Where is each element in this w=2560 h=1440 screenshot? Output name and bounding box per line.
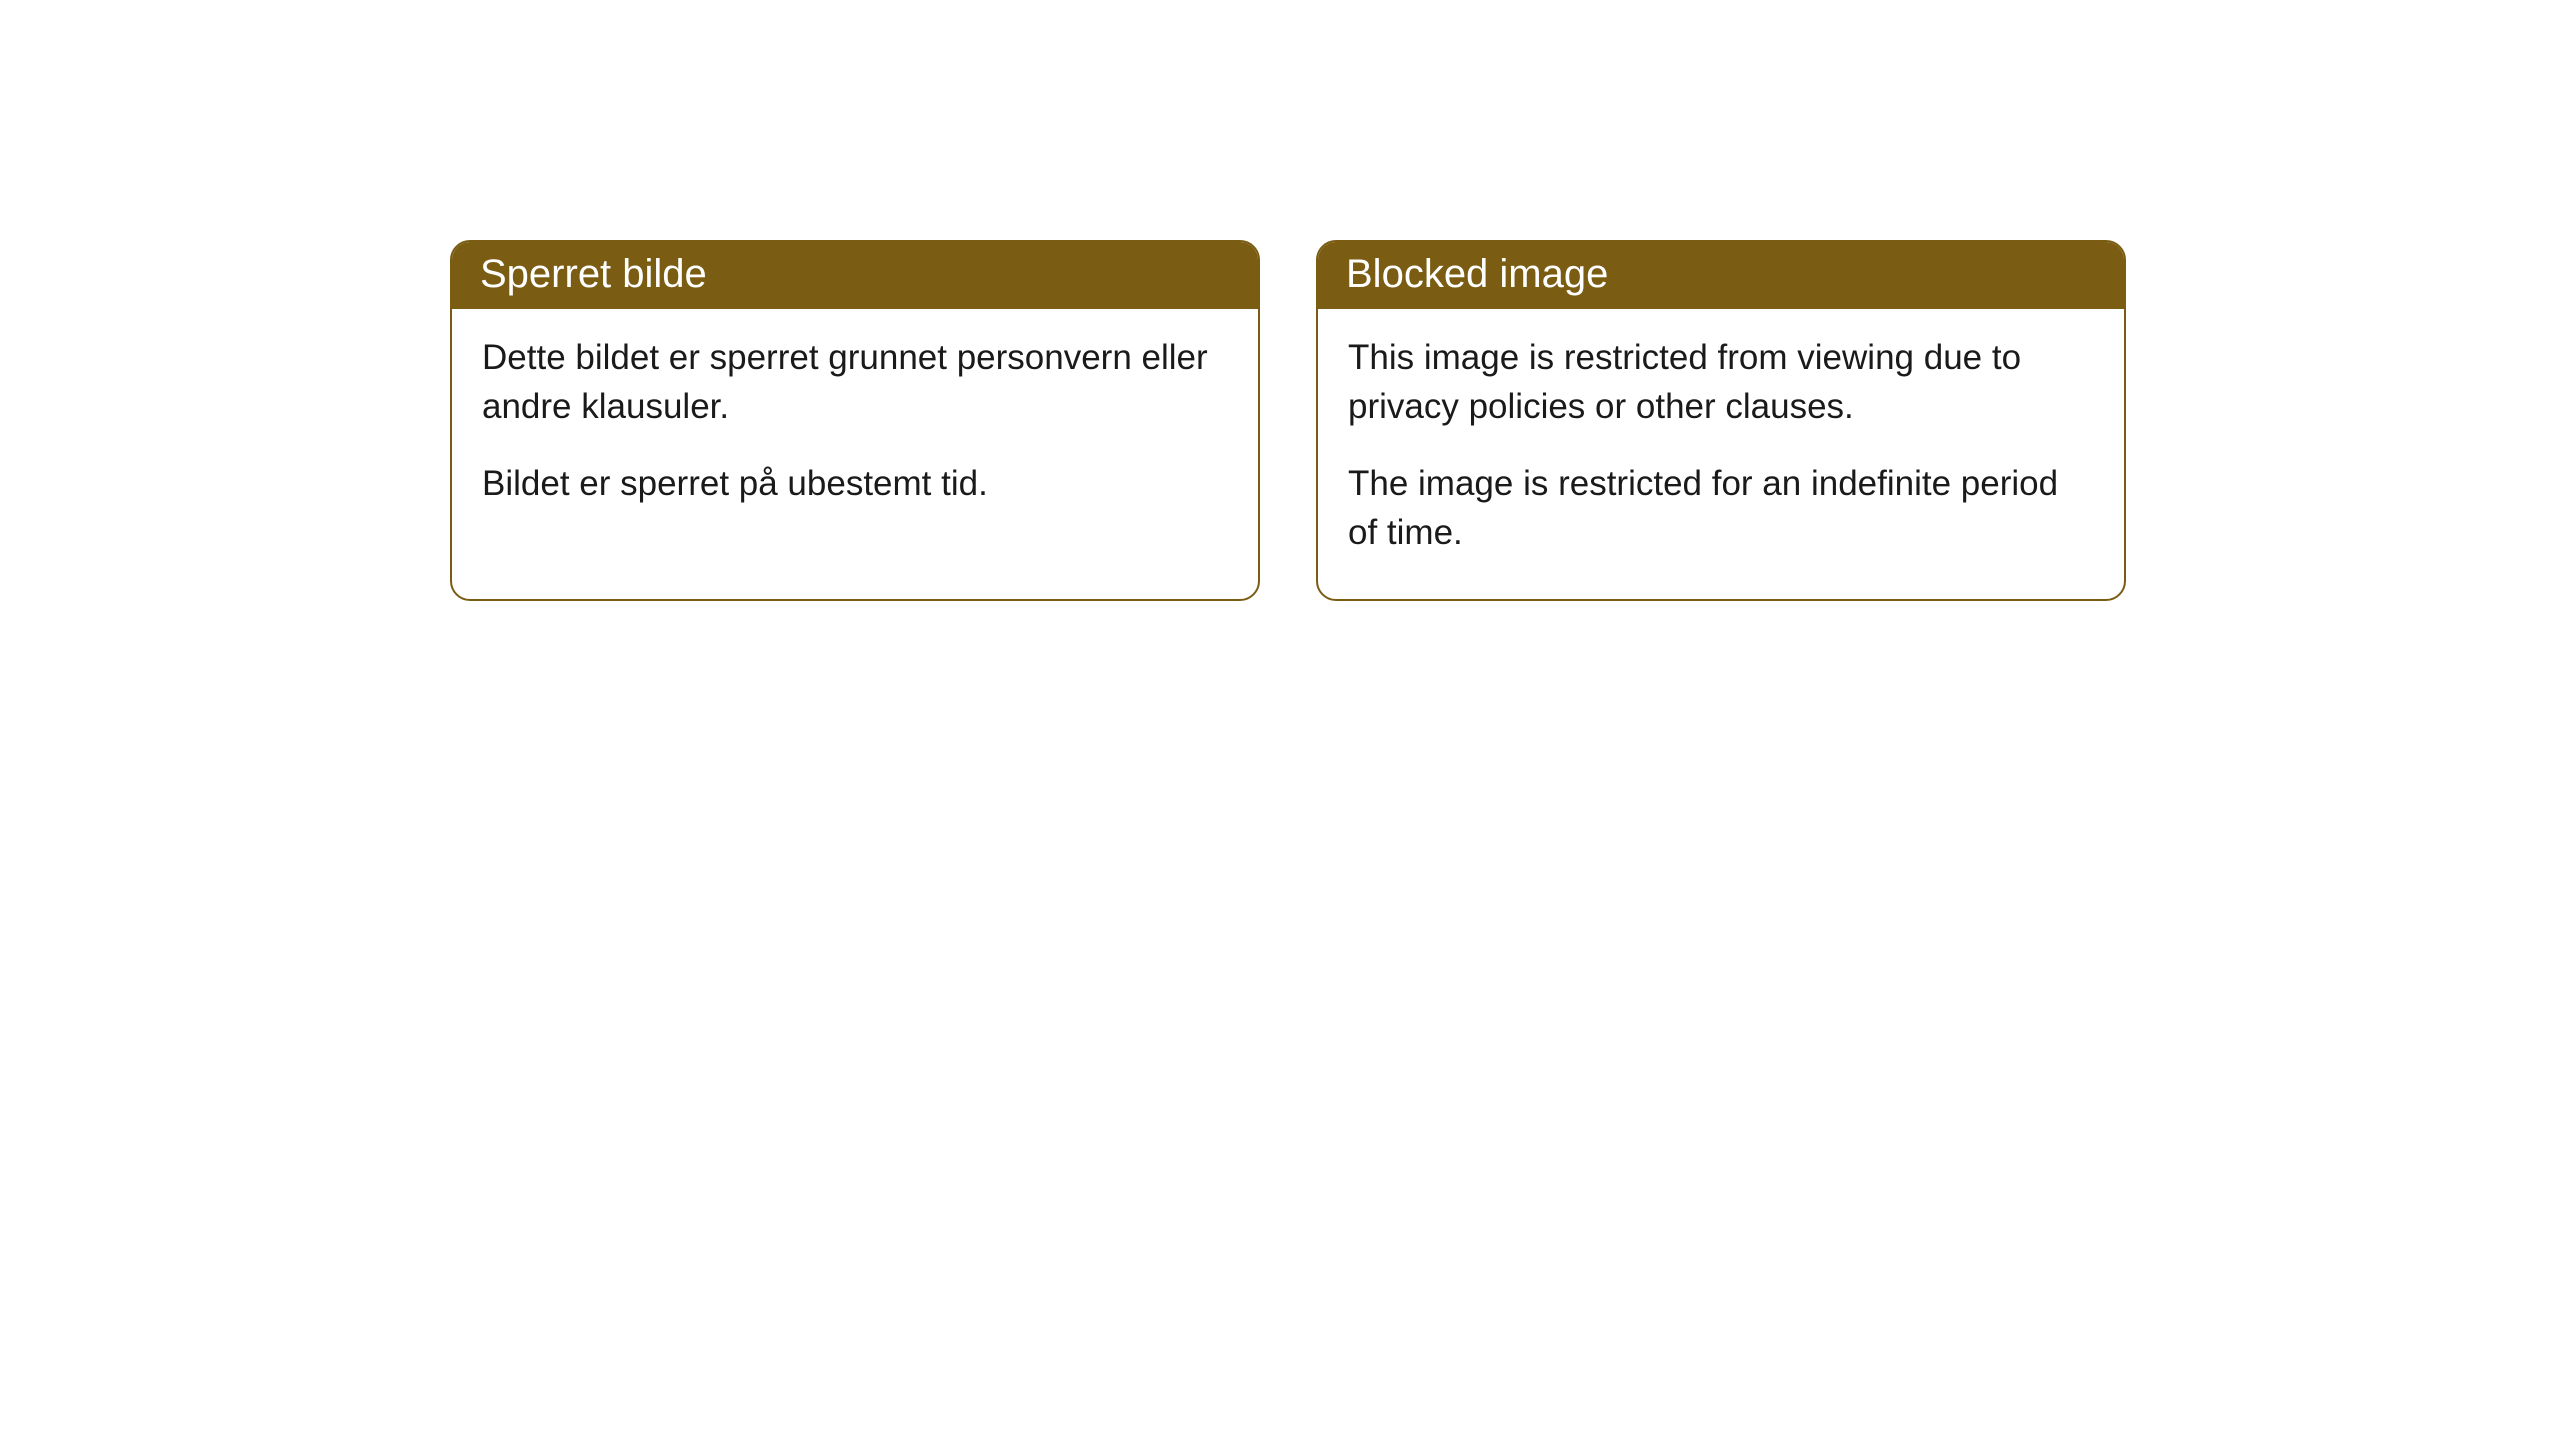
card-body-en: This image is restricted from viewing du… <box>1318 309 2124 599</box>
card-header-no: Sperret bilde <box>452 242 1258 309</box>
card-body-no: Dette bildet er sperret grunnet personve… <box>452 309 1258 550</box>
card-paragraph-2-en: The image is restricted for an indefinit… <box>1348 459 2094 557</box>
blocked-image-card-en: Blocked image This image is restricted f… <box>1316 240 2126 601</box>
card-paragraph-1-no: Dette bildet er sperret grunnet personve… <box>482 333 1228 431</box>
card-header-en: Blocked image <box>1318 242 2124 309</box>
blocked-image-card-no: Sperret bilde Dette bildet er sperret gr… <box>450 240 1260 601</box>
card-paragraph-1-en: This image is restricted from viewing du… <box>1348 333 2094 431</box>
notice-cards-container: Sperret bilde Dette bildet er sperret gr… <box>0 0 2560 601</box>
card-paragraph-2-no: Bildet er sperret på ubestemt tid. <box>482 459 1228 508</box>
